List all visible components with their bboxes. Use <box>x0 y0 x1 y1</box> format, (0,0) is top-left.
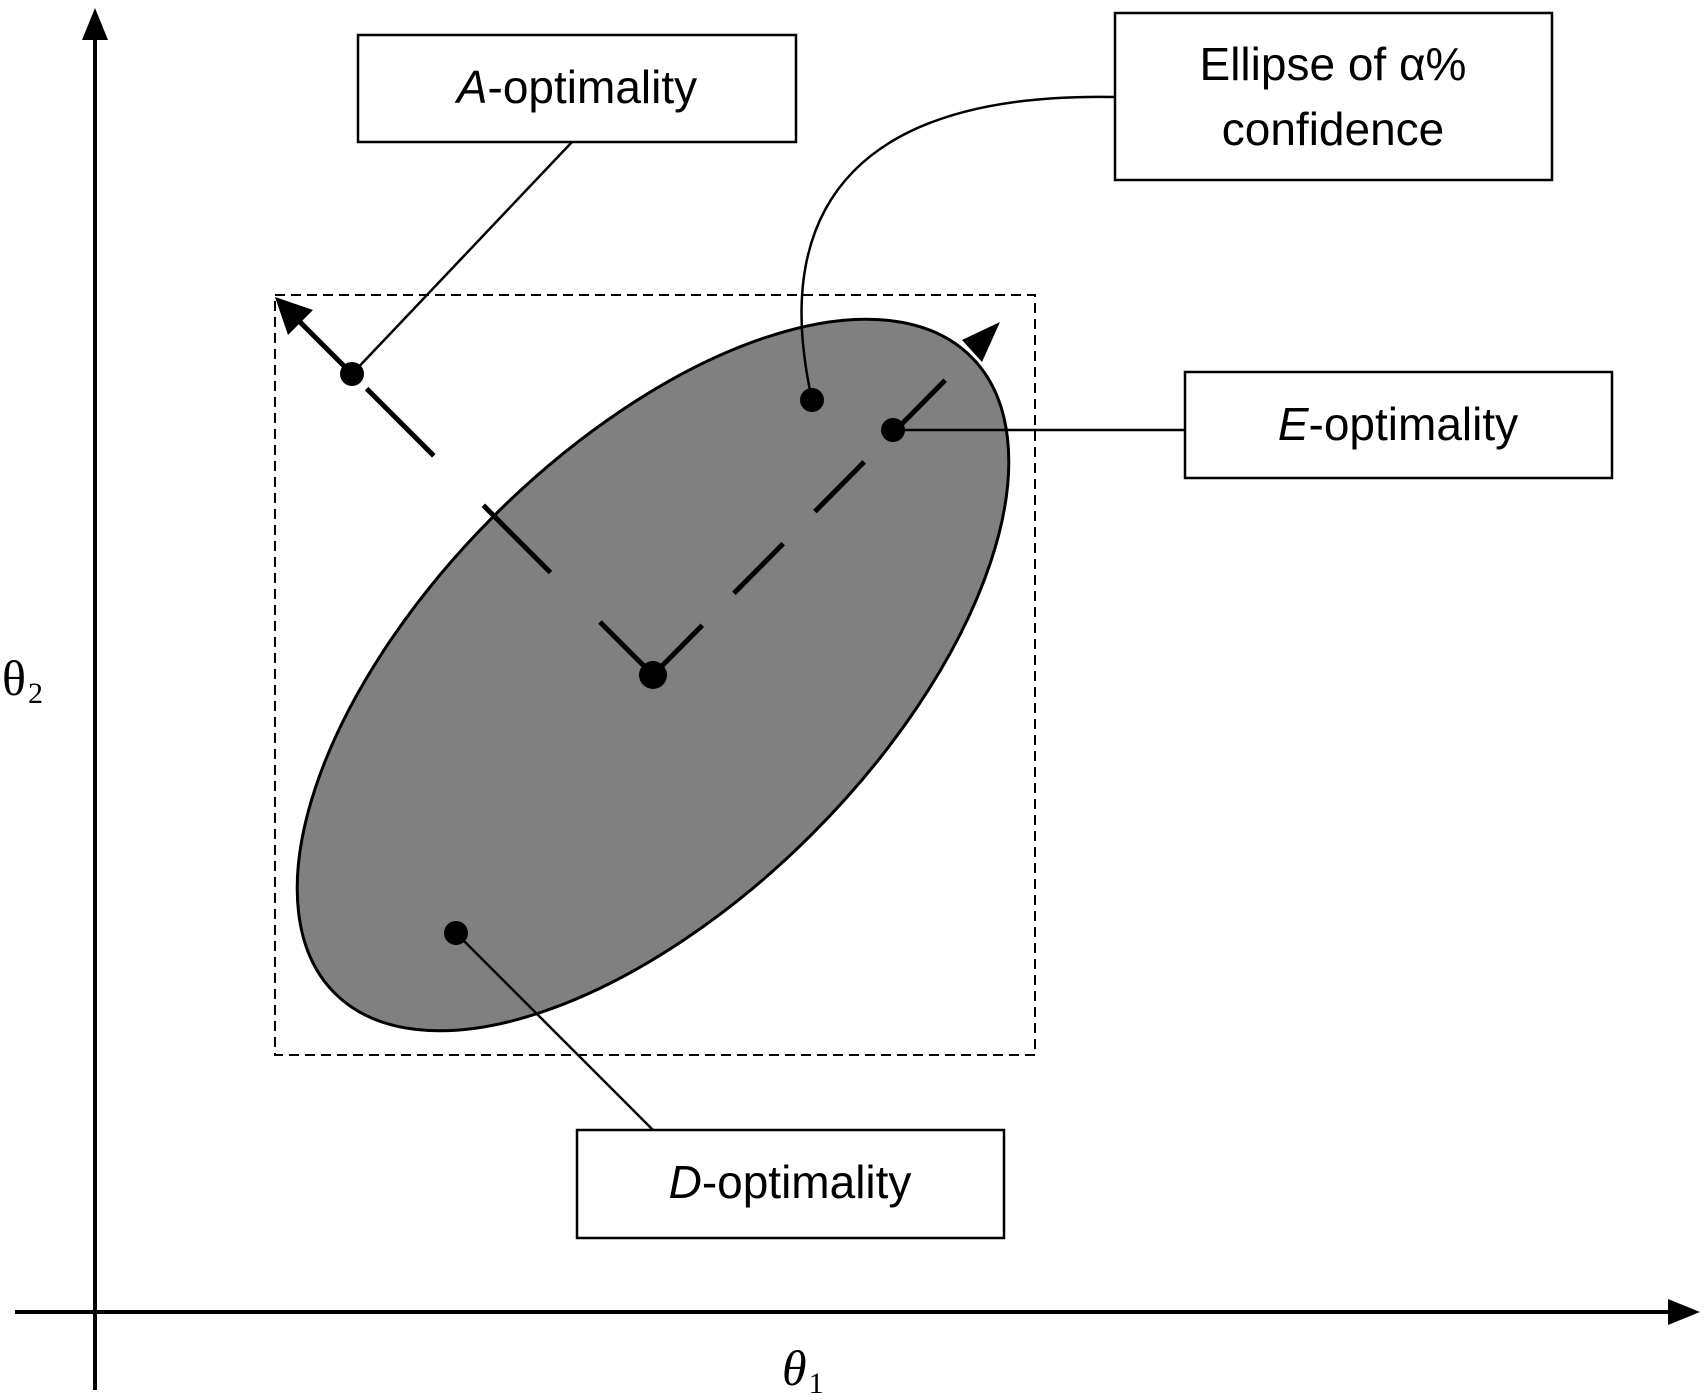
d-optimality-box <box>575 1128 1006 1240</box>
d-optimality-label: D-optimality <box>669 1156 912 1208</box>
a-optimality-leader <box>351 141 573 375</box>
a-optimality-label: A-optimality <box>454 61 697 113</box>
ellipse-box <box>1113 11 1554 182</box>
e-optimality-axis <box>651 338 987 677</box>
ellipse-leader-curve <box>800 95 1116 401</box>
bounding-box <box>274 294 1036 1056</box>
a-optimality-box <box>356 33 798 144</box>
e-optimality-box <box>1183 370 1614 480</box>
ellipse-label-line1: Ellipse of α% <box>1200 38 1467 90</box>
x-axis-arrowhead <box>1668 1299 1700 1325</box>
a-optimality-arrowhead <box>275 297 313 335</box>
center-point <box>639 661 667 689</box>
d-optimality-leader <box>455 932 654 1131</box>
y-axis-arrowhead <box>82 8 108 40</box>
ellipse-label-line2: confidence <box>1222 103 1445 155</box>
e-optimality-arrowhead <box>962 322 1000 362</box>
a-optimality-arrow-shaft <box>293 315 354 376</box>
a-optimality-diagonal <box>350 372 655 677</box>
y-axis-label: θ2 <box>2 650 43 710</box>
x-axis-label: θ1 <box>782 1340 824 1400</box>
e-optimality-label: E-optimality <box>1278 398 1518 450</box>
